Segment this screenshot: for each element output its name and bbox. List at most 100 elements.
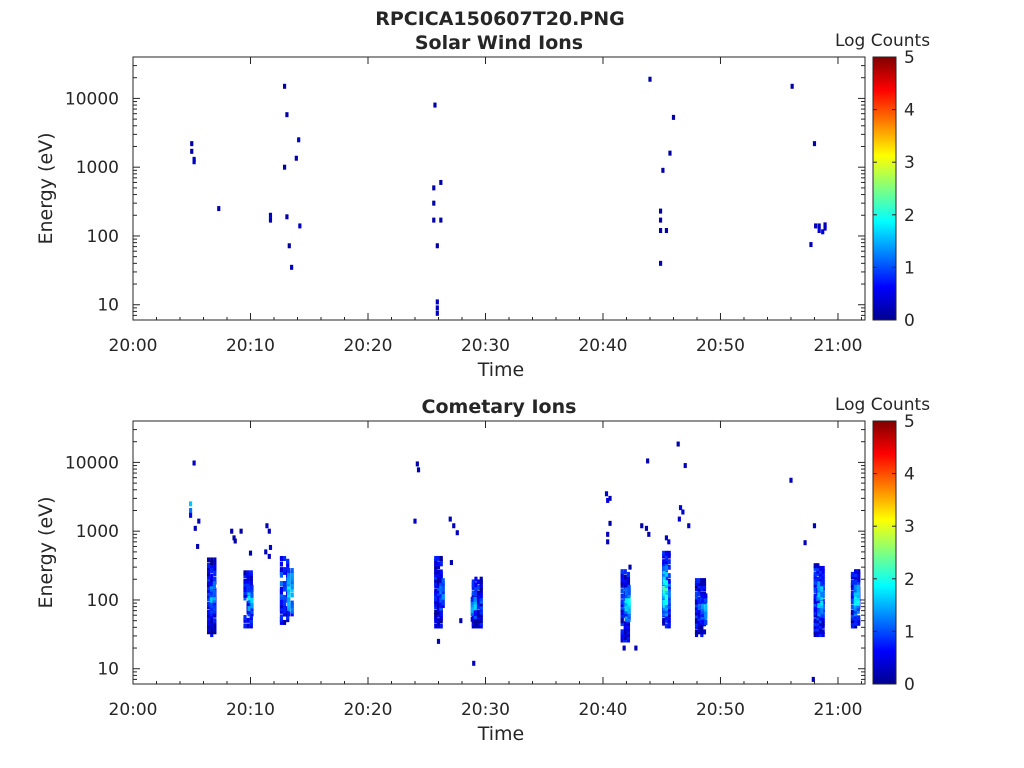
data-cell [439,615,443,621]
data-cell [853,606,857,612]
data-cell [624,608,628,614]
panel-title: Solar Wind Ions [415,32,583,54]
data-cell [455,530,459,536]
data-cell [854,574,858,580]
data-cell [282,600,287,606]
data-cell [207,576,211,582]
data-cell [210,560,214,566]
data-cell [434,596,438,602]
data-cell [282,581,287,587]
data-cell [441,594,445,600]
data-cell [816,623,820,629]
data-cell [662,566,666,572]
data-cell [700,632,704,638]
data-cell [476,593,481,599]
data-cell [282,555,287,561]
data-cell [212,589,216,595]
data-cell [287,603,291,609]
data-cell [212,608,216,614]
data-cell [207,585,211,591]
data-cell [667,550,671,556]
data-cell [435,310,439,316]
data-cell [250,587,254,593]
data-cell [608,520,612,526]
data-cell [667,587,671,593]
data-cell [702,578,707,584]
data-cell [624,616,628,622]
data-cell [207,626,211,632]
data-cell [243,578,247,584]
data-cell [820,603,824,609]
data-cell [662,611,666,617]
data-cell [282,606,287,612]
data-cell [476,595,481,601]
data-cell [207,579,211,585]
data-cell [207,629,211,635]
data-cell [213,629,217,635]
data-cell [434,569,438,575]
data-cell [857,580,861,586]
data-cell [668,150,672,156]
data-cell [664,228,669,234]
data-cell [813,623,817,629]
colorbar-tick-label: 4 [904,101,915,121]
data-cell [279,600,284,606]
data-cell [662,588,666,594]
data-cell [853,587,857,593]
data-cell [441,589,445,595]
y-tick-label: 10000 [65,89,119,109]
data-cell [213,562,217,568]
data-cell [704,596,708,602]
data-cell [287,597,291,603]
data-cell [436,555,441,561]
data-cell [818,629,823,635]
data-cell [694,602,699,608]
data-cell [813,601,817,607]
data-cell [473,596,477,602]
data-cell [471,620,475,626]
data-cell [209,603,214,609]
data-cell [210,574,214,580]
data-cell [662,577,666,583]
data-cell [416,467,421,473]
data-cell [436,580,441,586]
data-cell [436,623,441,629]
data-cell [667,592,671,598]
data-cell [207,568,211,574]
data-cell [667,598,671,604]
data-cell [432,200,436,206]
data-cell [620,629,624,635]
x-tick-label: 20:20 [343,336,392,356]
data-cell [626,580,631,586]
data-cell [664,583,669,589]
data-cell [821,618,825,624]
data-cell [627,584,631,590]
data-cell [850,620,855,626]
data-cell [647,531,651,537]
data-cell [439,603,443,609]
data-cell [434,591,438,597]
data-cell [433,102,437,108]
data-cell [700,604,704,610]
data-cell [213,568,217,574]
data-cell [471,582,475,588]
data-cell [626,626,631,632]
data-cell [620,574,624,580]
data-cell [813,574,817,580]
x-axis-label: Time [477,723,525,745]
data-cell [279,561,284,567]
data-cell [626,632,631,638]
data-cell [818,571,823,577]
data-cell [290,568,294,574]
data-cell [664,535,669,541]
data-cell [820,586,824,592]
data-cell [279,586,284,592]
data-cell [287,589,291,595]
data-cell [436,574,441,580]
data-cell [439,605,443,611]
data-cell [247,595,251,601]
data-cell [441,583,445,589]
data-cell [207,609,211,615]
colorbar-title: Log Counts [835,31,930,51]
data-cell [434,582,438,588]
